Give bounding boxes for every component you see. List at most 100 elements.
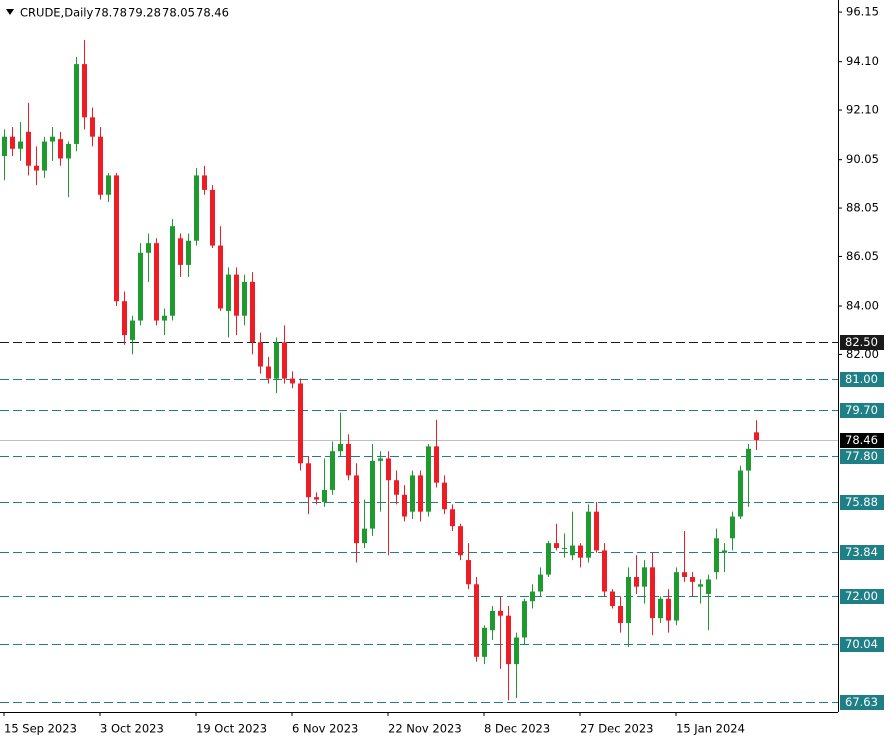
level-label-box xyxy=(840,335,884,350)
candle-body xyxy=(698,584,703,587)
candle-body xyxy=(282,342,287,379)
candle-body xyxy=(130,320,135,340)
menu-arrow[interactable] xyxy=(6,9,14,15)
candle-body xyxy=(570,545,575,556)
candle-body xyxy=(354,475,359,544)
header-open: 78.78 xyxy=(94,6,127,20)
candle-body xyxy=(346,443,351,476)
candle-body xyxy=(386,458,391,481)
level-label-box xyxy=(840,495,884,510)
candle-body xyxy=(58,139,63,159)
candle-body xyxy=(674,572,679,621)
candle-body xyxy=(178,238,183,265)
candle-body xyxy=(98,136,103,195)
candle-body xyxy=(10,136,15,149)
level-label-box xyxy=(840,372,884,387)
candle-body xyxy=(746,448,751,471)
level-label: 75.88 xyxy=(845,495,878,509)
candle-body xyxy=(642,567,647,587)
candle-body xyxy=(474,584,479,657)
candle-body xyxy=(706,579,711,594)
candle-body xyxy=(666,598,671,621)
level-label: 67.63 xyxy=(845,695,878,709)
candle-body xyxy=(330,451,335,490)
candle-body xyxy=(618,606,623,623)
candle-body xyxy=(754,432,759,441)
candle-body xyxy=(506,615,511,665)
x-tick-label: 22 Nov 2023 xyxy=(388,722,462,736)
y-tick-label: 84.00 xyxy=(846,299,879,313)
y-tick-label: 88.05 xyxy=(846,201,879,215)
header-low: 78.05 xyxy=(162,6,195,20)
y-tick-label: 92.10 xyxy=(846,103,879,117)
level-label: 72.00 xyxy=(845,589,878,603)
level-label: 77.80 xyxy=(845,449,878,463)
candle-body xyxy=(450,509,455,527)
candle-body xyxy=(394,480,399,495)
candle-body xyxy=(82,64,87,118)
chart-title: CRUDE,Daily xyxy=(20,6,94,20)
level-label-box xyxy=(840,589,884,604)
level-label: 79.70 xyxy=(845,403,878,417)
candle-body xyxy=(546,543,551,575)
x-tick-label: 3 Oct 2023 xyxy=(100,722,164,736)
header-high: 79.28 xyxy=(128,6,161,20)
x-tick-label: 15 Jan 2024 xyxy=(676,722,745,736)
candle-body xyxy=(34,165,39,171)
candle-body xyxy=(242,281,247,316)
level-label-box xyxy=(840,403,884,418)
current-price-box xyxy=(840,433,884,448)
candle-body xyxy=(554,543,559,548)
candle-body xyxy=(66,143,71,159)
candle-body xyxy=(370,460,375,529)
candle-body xyxy=(146,243,151,253)
level-label-box xyxy=(840,637,884,652)
y-tick-label: 96.15 xyxy=(846,5,879,19)
candle-body xyxy=(154,243,159,321)
y-tick-label: 94.10 xyxy=(846,54,879,68)
candle-body xyxy=(538,574,543,592)
candle-body xyxy=(634,577,639,587)
candle-body xyxy=(514,637,519,665)
level-label: 70.04 xyxy=(845,637,878,651)
x-tick-label: 27 Dec 2023 xyxy=(580,722,653,736)
candle-body xyxy=(498,610,503,616)
candle-body xyxy=(610,591,615,607)
candle-body xyxy=(314,497,319,500)
candle-body xyxy=(490,610,495,631)
x-tick-label: 19 Oct 2023 xyxy=(196,722,267,736)
candle-body xyxy=(602,550,607,592)
candle-body xyxy=(266,366,271,379)
candle-body xyxy=(458,526,463,556)
candle-body xyxy=(730,516,735,539)
candle-body xyxy=(586,511,591,558)
candle-body xyxy=(522,601,527,638)
y-tick-label: 86.05 xyxy=(846,249,879,263)
current-price-label: 78.46 xyxy=(845,433,878,447)
candle-body xyxy=(234,274,239,316)
candle-body xyxy=(690,577,695,582)
candle-body xyxy=(482,627,487,657)
candle-body xyxy=(138,252,143,321)
candle-body xyxy=(682,572,687,578)
candle-body xyxy=(210,189,215,246)
candle-body xyxy=(410,475,415,512)
candle-body xyxy=(306,463,311,498)
candle-body xyxy=(2,136,7,157)
level-label: 73.84 xyxy=(845,545,878,559)
candle-body xyxy=(298,383,303,464)
candle-body xyxy=(50,136,55,142)
header-close: 78.46 xyxy=(196,6,229,20)
candle-body xyxy=(466,560,471,585)
candle-body xyxy=(530,591,535,602)
candle-body xyxy=(594,511,599,551)
candle-body xyxy=(106,175,111,195)
level-label-box xyxy=(840,449,884,464)
candle-body xyxy=(250,281,255,343)
candle-body xyxy=(442,482,447,510)
candle-body xyxy=(578,545,583,558)
y-tick-label: 90.05 xyxy=(846,152,879,166)
candle-body xyxy=(338,443,343,452)
